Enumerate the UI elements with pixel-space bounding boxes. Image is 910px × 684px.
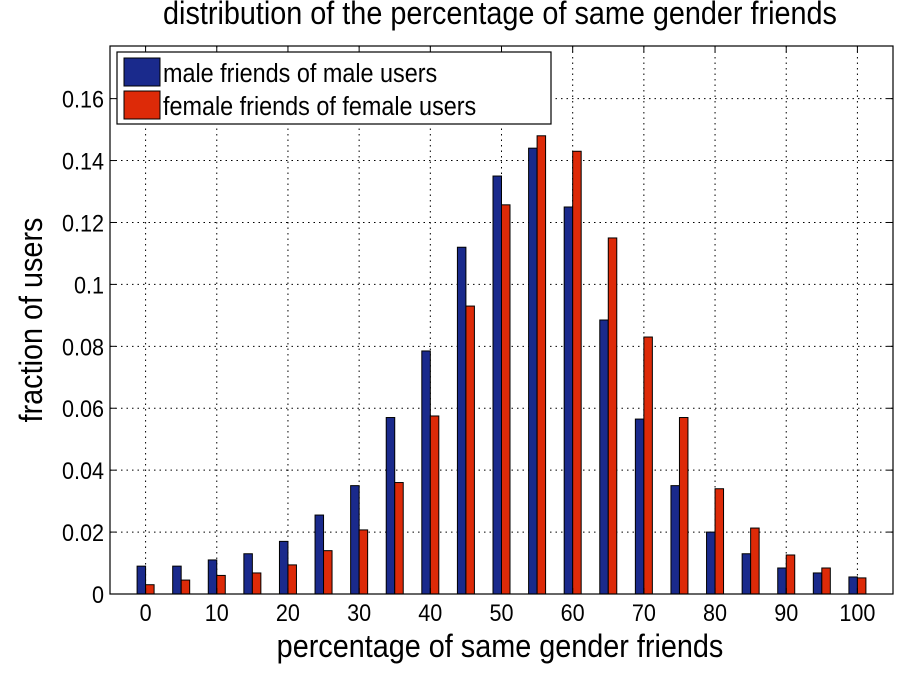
bar-male xyxy=(314,514,325,595)
bar-male xyxy=(599,319,609,595)
legend: male friends of male users female friend… xyxy=(116,51,552,125)
bar-female xyxy=(465,305,475,595)
bar-female xyxy=(287,564,297,595)
bar-female xyxy=(251,572,262,595)
y-axis-label: fraction of users xyxy=(14,218,50,423)
y-tick-label: 0.04 xyxy=(62,457,104,484)
y-tick-label: 0.08 xyxy=(62,333,104,360)
bar-female xyxy=(145,584,155,595)
bar-male xyxy=(528,147,538,595)
x-tick-label: 100 xyxy=(839,599,875,626)
x-tick-label: 80 xyxy=(703,599,727,626)
bar-female xyxy=(323,550,333,595)
bar-male xyxy=(777,567,787,595)
bar-male xyxy=(706,531,716,595)
legend-label-female: female friends of female users xyxy=(163,93,476,121)
x-tick-label: 40 xyxy=(418,599,442,626)
bar-male xyxy=(385,417,396,595)
bar-male xyxy=(741,553,752,595)
bar-male xyxy=(492,175,502,595)
x-tick-label: 0 xyxy=(140,599,152,626)
y-tick-label: 0 xyxy=(92,581,104,608)
bar-female xyxy=(821,567,831,595)
bar-male xyxy=(421,350,431,595)
bar-female xyxy=(714,488,725,595)
bar-male xyxy=(634,418,645,595)
ticks: 0 10 20 30 40 50 60 70 80 90 100 0 0.02 0.04 0.06 0.08 0… xyxy=(62,46,893,626)
y-tick-label: 0.16 xyxy=(62,86,104,113)
bar-female xyxy=(501,204,511,595)
bar-male xyxy=(243,553,253,595)
y-tick-label: 0.12 xyxy=(62,209,104,236)
bar-male xyxy=(350,485,360,595)
bar-male xyxy=(812,572,823,595)
x-axis-label: percentage of same gender friends xyxy=(277,629,724,665)
y-tick-label: 0.14 xyxy=(62,147,104,174)
x-tick-label: 60 xyxy=(561,599,585,626)
bar-female xyxy=(180,579,191,595)
y-tick-label: 0.02 xyxy=(62,519,104,546)
bar-female xyxy=(750,527,760,595)
bar-female xyxy=(678,417,689,595)
bar-female xyxy=(394,482,404,595)
bar-female xyxy=(216,574,226,595)
bar-female xyxy=(856,577,867,595)
x-tick-label: 20 xyxy=(276,599,300,626)
bar-male xyxy=(136,565,147,595)
legend-box xyxy=(116,51,552,125)
legend-swatch-female xyxy=(123,90,161,120)
bar-female xyxy=(572,150,582,595)
bar-male xyxy=(207,559,218,595)
x-tick-label: 10 xyxy=(205,599,229,626)
bars xyxy=(136,135,867,595)
x-tick-label: 90 xyxy=(774,599,798,626)
legend-swatch-male xyxy=(123,57,161,87)
x-tick-label: 50 xyxy=(489,599,513,626)
y-tick-label: 0.1 xyxy=(74,271,104,298)
bar-female xyxy=(643,336,653,595)
bar-male xyxy=(456,246,467,595)
chart-title: distribution of the percentage of same g… xyxy=(163,0,837,31)
bar-female xyxy=(607,237,618,595)
bar-male xyxy=(172,565,182,595)
bar-male xyxy=(670,485,680,595)
bar-female xyxy=(785,554,796,595)
bar-female xyxy=(429,415,440,595)
legend-label-male: male friends of male users xyxy=(163,60,437,88)
bar-male xyxy=(278,540,289,595)
y-tick-label: 0.06 xyxy=(62,395,104,422)
bar-male xyxy=(848,576,858,595)
x-tick-label: 30 xyxy=(347,599,371,626)
x-tick-label: 70 xyxy=(632,599,656,626)
bar-male xyxy=(563,206,574,595)
bar-female xyxy=(536,135,547,595)
bar-female xyxy=(358,529,369,595)
